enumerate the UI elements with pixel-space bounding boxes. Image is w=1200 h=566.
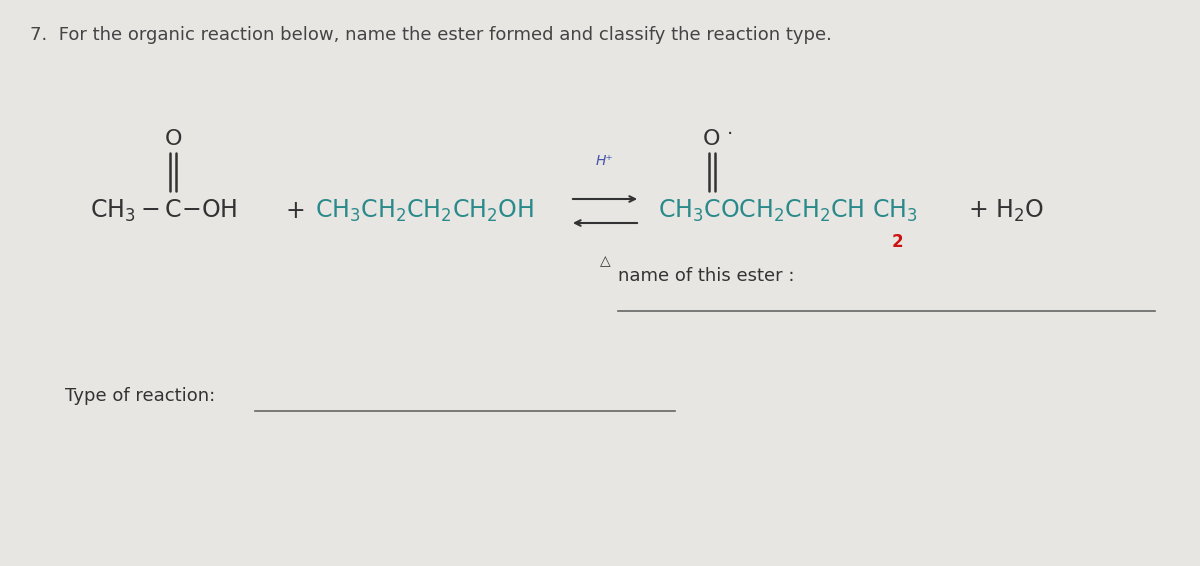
- Text: CH$_3$COCH$_2$CH$_2$CH CH$_3$: CH$_3$COCH$_2$CH$_2$CH CH$_3$: [658, 198, 918, 224]
- Text: 7.  For the organic reaction below, name the ester formed and classify the react: 7. For the organic reaction below, name …: [30, 26, 832, 44]
- Text: 2: 2: [892, 233, 902, 251]
- Text: CH$_3$CH$_2$CH$_2$CH$_2$OH: CH$_3$CH$_2$CH$_2$CH$_2$OH: [314, 198, 534, 224]
- Text: O: O: [164, 129, 181, 149]
- Text: H⁺: H⁺: [596, 154, 614, 168]
- Text: ·: ·: [727, 125, 733, 144]
- Text: +: +: [286, 199, 305, 223]
- Text: Type of reaction:: Type of reaction:: [65, 387, 215, 405]
- Text: name of this ester :: name of this ester :: [618, 267, 794, 285]
- Text: △: △: [600, 254, 611, 268]
- Text: + H$_2$O: + H$_2$O: [968, 198, 1044, 224]
- Text: CH$_3-$C$-$OH: CH$_3-$C$-$OH: [90, 198, 238, 224]
- Text: O: O: [703, 129, 721, 149]
